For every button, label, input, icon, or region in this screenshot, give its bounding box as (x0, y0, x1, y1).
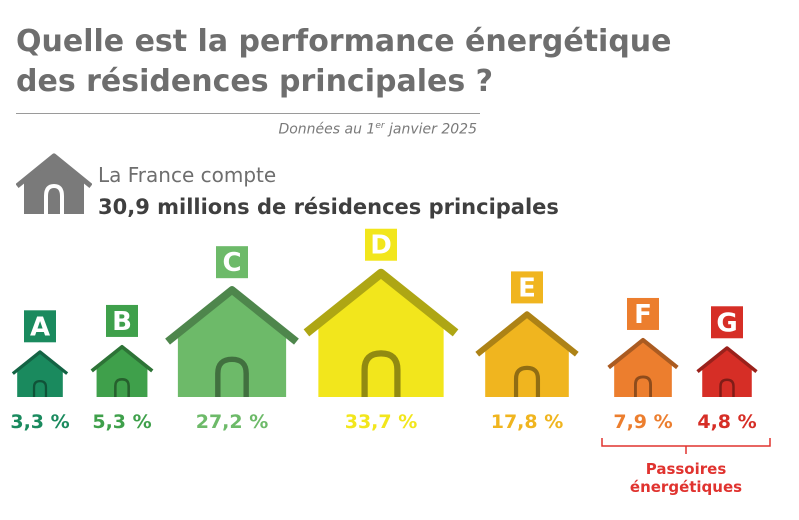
class-badge-e (511, 271, 543, 304)
house-bar-b (90, 344, 154, 397)
data-date-prefix: Données au 1 (278, 121, 376, 138)
value-label-e: 17,8 % (491, 411, 564, 433)
class-letter-b: B (112, 307, 132, 337)
data-date-ordinal: er (375, 121, 385, 131)
class-badge-c (216, 246, 248, 279)
house-bar-f (607, 337, 679, 397)
passoires-bracket (601, 438, 771, 454)
class-badge-a (24, 310, 56, 343)
house-bar-e (475, 311, 579, 397)
house-bar-d (303, 268, 459, 397)
house-icon (16, 153, 92, 214)
summary-total: 30,9 millions de résidences principales (98, 195, 559, 219)
passoires-label: Passoires énergétiques (629, 460, 743, 496)
value-label-a: 3,3 % (10, 411, 69, 433)
page-title: Quelle est la performance énergétique de… (16, 24, 672, 99)
value-label-b: 5,3 % (92, 411, 151, 433)
bracket-line (601, 438, 771, 447)
class-badge-d (365, 228, 397, 261)
class-letter-f: F (634, 300, 652, 330)
class-letter-c: C (222, 248, 241, 278)
class-letter-d: D (370, 231, 392, 261)
class-badge-b (106, 304, 138, 337)
data-date: Données au 1er janvier 2025 (278, 121, 477, 138)
house-bar-a (11, 350, 69, 397)
house-bar-g (696, 346, 758, 397)
class-letter-e: E (518, 273, 536, 303)
title-divider (16, 113, 480, 114)
class-letter-a: A (30, 312, 50, 342)
data-date-suffix: janvier 2025 (384, 121, 477, 138)
value-label-g: 4,8 % (697, 411, 756, 433)
house-bar-c (165, 286, 299, 397)
value-label-d: 33,7 % (345, 411, 418, 433)
value-label-c: 27,2 % (196, 411, 269, 433)
value-label-f: 7,9 % (613, 411, 672, 433)
class-badge-g (711, 306, 743, 339)
class-badge-f (627, 297, 659, 330)
class-letter-g: G (716, 308, 737, 338)
summary-intro: La France compte (98, 163, 277, 187)
